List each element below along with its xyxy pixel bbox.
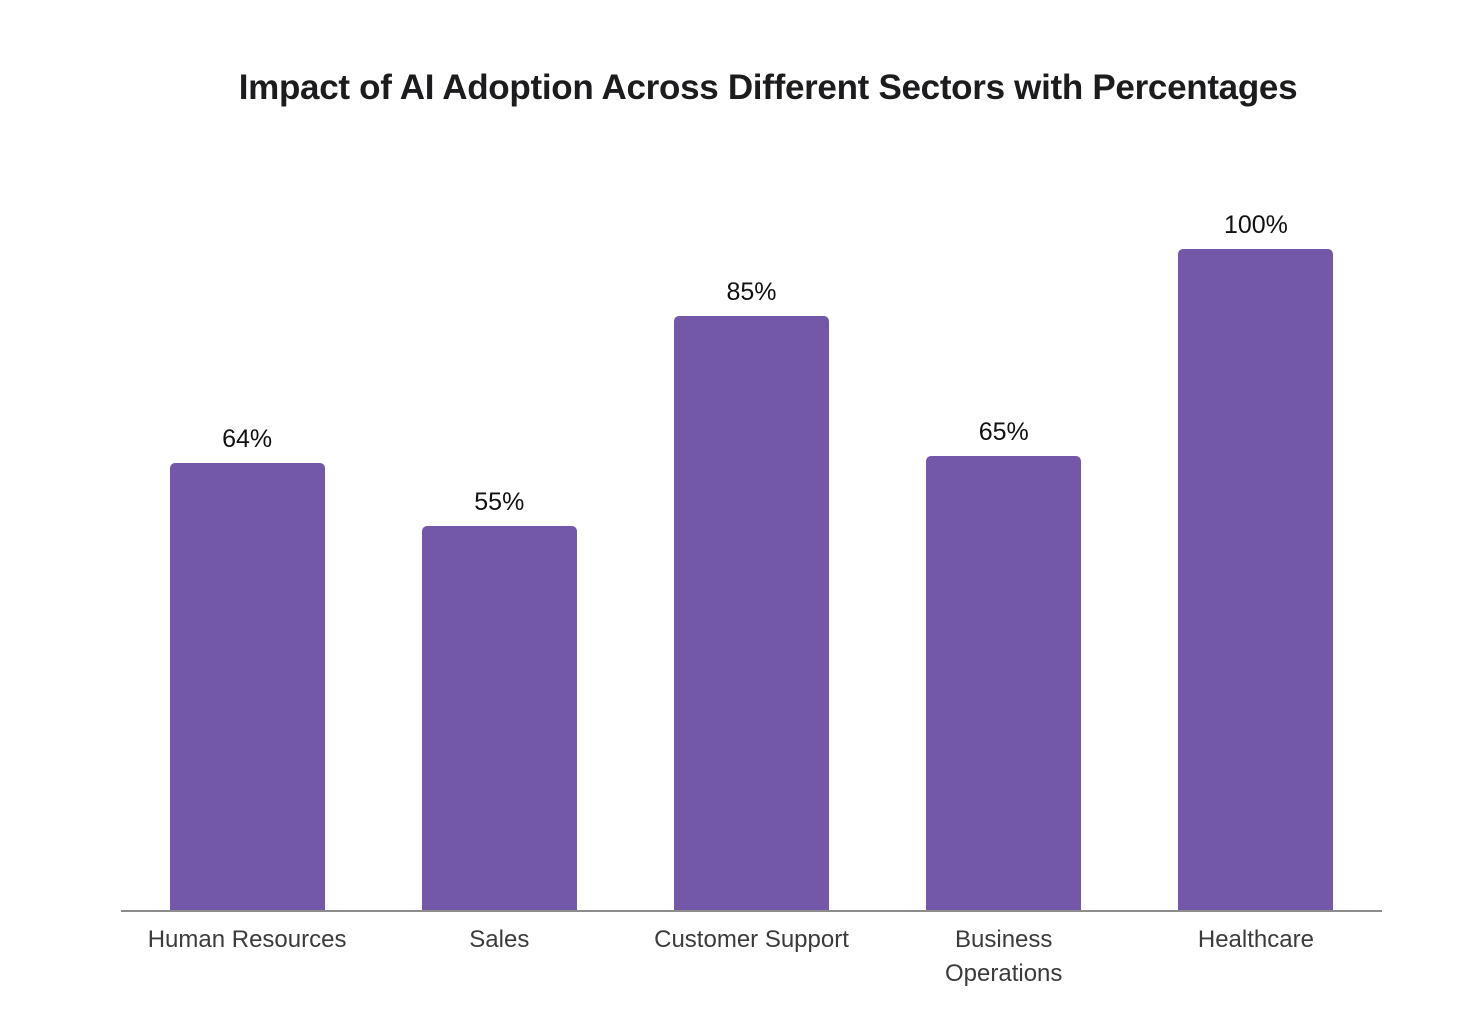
bar [926,455,1082,910]
bar-value-label: 65% [978,417,1029,446]
bar-value-label: 55% [474,487,525,516]
x-tick-label: Healthcare [1197,926,1314,953]
chart-title: Impact of AI Adoption Across Different S… [238,68,1298,107]
bar-column: 85% [625,211,877,910]
bar [1178,249,1334,910]
bar-column: 55% [373,211,625,910]
bar-column: 100% [1130,211,1382,910]
x-tick-label: Human Resources [147,926,347,953]
bar [674,315,829,910]
x-tick-label: Sales [469,926,530,953]
bar-column: 64% [121,211,373,910]
bar [169,462,325,910]
bar [421,525,577,910]
bar-value-label: 100% [1223,211,1288,239]
bar-chart: 64% 55% 85% 65% 100% Human Resources Sales Cus… [121,211,1382,991]
x-tick-label: Business Operations [945,926,1063,987]
x-tick-label: Customer Support [654,926,849,953]
bar-value-label: 64% [222,424,273,453]
bar-column: 65% [878,211,1130,910]
plot-area: 64% 55% 85% 65% 100% [121,211,1382,912]
bar-value-label: 85% [726,277,777,306]
x-axis-labels: Human Resources Sales Customer Support Busi… [121,912,1382,991]
